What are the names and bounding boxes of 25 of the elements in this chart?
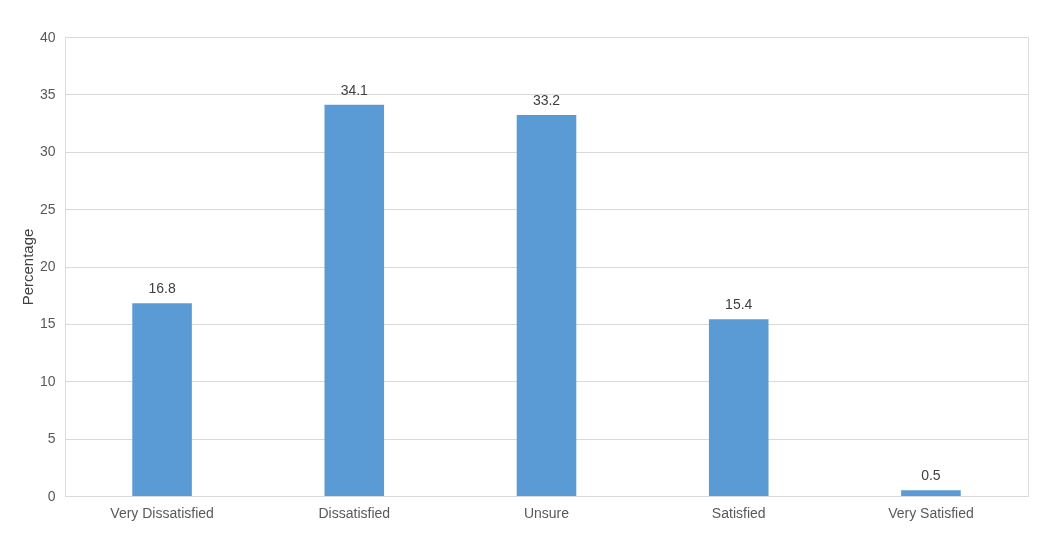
y-tick-label: 5 — [47, 430, 56, 447]
bar — [324, 104, 385, 496]
y-tick-label: 20 — [39, 258, 56, 274]
bar — [132, 303, 192, 496]
y-axis-title: Percentage — [18, 228, 36, 306]
y-tick-label: 10 — [39, 372, 56, 389]
bar — [901, 490, 961, 496]
x-tick-label: Very Satisfied — [888, 504, 974, 521]
data-label: 0.5 — [921, 467, 941, 484]
x-tick-label: Unsure — [523, 504, 570, 521]
bar — [708, 319, 769, 496]
data-label: 16.8 — [148, 280, 176, 297]
data-label: 15.4 — [725, 296, 753, 313]
y-tick-label: 0 — [47, 487, 56, 504]
bar — [516, 115, 577, 496]
y-tick-label: 30 — [39, 143, 56, 160]
y-tick-label: 25 — [39, 200, 56, 217]
y-tick-label: 40 — [39, 28, 56, 45]
x-tick-label: Very Dissatisfied — [110, 504, 214, 521]
x-tick-label: Dissatisfied — [318, 504, 391, 521]
data-label: 33.2 — [532, 92, 561, 109]
data-label: 34.1 — [340, 81, 369, 98]
x-tick-label: Satisfied — [711, 504, 766, 521]
y-tick-label: 35 — [39, 85, 56, 102]
y-tick-label: 15 — [39, 315, 56, 332]
